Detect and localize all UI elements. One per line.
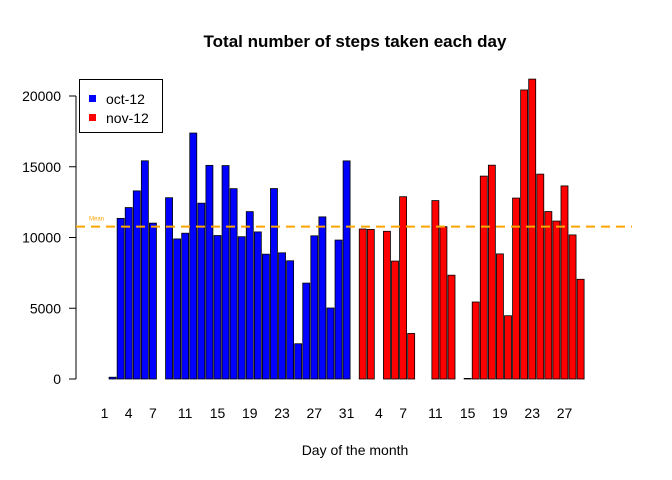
x-tick-label: 11 [178, 405, 193, 421]
x-tick-label: 31 [339, 405, 355, 421]
y-tick-label: 5000 [30, 300, 61, 316]
bar-nov-12-day-25 [544, 211, 553, 380]
bar-nov-12-day-20 [504, 315, 512, 380]
bar-nov-12-day-5 [383, 230, 391, 380]
bar-oct-12-day-31 [342, 160, 351, 380]
bar-oct-12-day-2 [108, 376, 117, 380]
bar-oct-12-day-3 [116, 217, 125, 380]
bar-oct-12-day-25 [294, 343, 303, 380]
bar-oct-12-day-19 [245, 211, 254, 380]
bars-group [108, 78, 585, 380]
x-tick-label: 11 [428, 405, 443, 421]
y-tick-label: 0 [53, 371, 61, 387]
mean-line-label: Mean [89, 217, 104, 223]
mean-line-group: Mean [76, 217, 632, 228]
bar-nov-12-day-16 [471, 301, 480, 380]
chart-title: Total number of steps taken each day [204, 32, 507, 51]
bar-oct-12-day-30 [334, 239, 343, 380]
y-axis: 0 5000 10000 15000 20000 [22, 88, 77, 387]
bar-nov-12-day-12 [439, 226, 448, 380]
bar-oct-12-day-23 [278, 252, 286, 380]
bar-nov-12-day-13 [447, 274, 456, 380]
bar-nov-12-day-17 [479, 175, 488, 380]
x-tick-label: 15 [460, 405, 476, 421]
bar-nov-12-day-8 [407, 333, 416, 380]
bar-nov-12-day-19 [496, 253, 504, 380]
bar-oct-12-day-16 [221, 165, 230, 380]
bar-nov-12-day-7 [399, 196, 407, 380]
bar-oct-12-day-24 [286, 260, 295, 380]
x-tick-label: 27 [557, 405, 573, 421]
bar-nov-12-day-21 [512, 197, 520, 380]
bar-oct-12-day-17 [229, 188, 238, 380]
bar-oct-12-day-6 [140, 160, 149, 380]
bar-nov-12-day-11 [431, 200, 440, 380]
bar-nov-12-day-27 [560, 185, 569, 380]
bar-nov-12-day-28 [568, 234, 577, 380]
bar-oct-12-day-28 [318, 216, 327, 380]
bar-oct-12-day-14 [205, 164, 214, 380]
x-tick-label: 7 [149, 405, 157, 421]
y-tick-label: 10000 [22, 230, 61, 246]
bar-nov-12-day-6 [391, 260, 399, 380]
bar-nov-12-day-18 [487, 164, 496, 380]
x-tick-label: 4 [375, 405, 383, 421]
bar-oct-12-day-5 [132, 190, 141, 380]
x-tick-label: 7 [399, 405, 407, 421]
bar-oct-12-day-21 [261, 253, 270, 380]
bar-oct-12-day-10 [173, 238, 182, 380]
legend-box [79, 79, 163, 133]
x-tick-label: 1 [101, 405, 109, 421]
bar-oct-12-day-4 [124, 207, 133, 380]
bar-oct-12-day-22 [270, 188, 278, 380]
x-tick-label: 19 [242, 405, 258, 421]
bar-oct-12-day-26 [302, 282, 311, 380]
y-tick-label: 15000 [22, 159, 61, 175]
legend: oct-12 nov-12 [79, 79, 163, 133]
legend-swatch-oct-12 [89, 95, 96, 102]
bar-oct-12-day-12 [189, 132, 198, 380]
x-tick-label: 19 [492, 405, 508, 421]
bar-oct-12-day-29 [326, 307, 335, 380]
bar-oct-12-day-18 [237, 236, 246, 380]
x-axis-label: Day of the month [302, 442, 409, 458]
legend-label-nov-12: nov-12 [106, 110, 149, 126]
bar-nov-12-day-24 [536, 173, 545, 380]
x-tick-label: 27 [307, 405, 323, 421]
bar-nov-12-day-26 [552, 220, 561, 380]
bar-nov-12-day-29 [576, 278, 585, 380]
bar-oct-12-day-7 [149, 222, 157, 380]
bar-oct-12-day-27 [310, 235, 319, 380]
x-tick-label: 23 [274, 405, 290, 421]
x-tick-label: 15 [210, 405, 226, 421]
bar-oct-12-day-9 [165, 197, 173, 380]
x-tick-label: 4 [125, 405, 133, 421]
bar-oct-12-day-15 [213, 235, 222, 380]
bar-oct-12-day-11 [181, 232, 190, 380]
legend-swatch-nov-12 [89, 114, 96, 121]
y-tick-label: 20000 [22, 88, 61, 104]
bar-nov-12-day-22 [520, 89, 529, 380]
x-axis-labels: 1 4 7 11 15 19 23 27 31 4 7 11 15 19 23 27 [101, 405, 573, 421]
bar-nov-12-day-23 [528, 78, 537, 380]
bar-oct-12-day-13 [197, 202, 206, 380]
legend-label-oct-12: oct-12 [106, 91, 145, 107]
bar-nov-12-day-3 [366, 229, 375, 380]
bar-nov-12-day-2 [358, 228, 367, 380]
bar-oct-12-day-20 [253, 231, 262, 380]
bar-nov-12-day-15 [463, 378, 472, 380]
x-tick-label: 23 [524, 405, 540, 421]
